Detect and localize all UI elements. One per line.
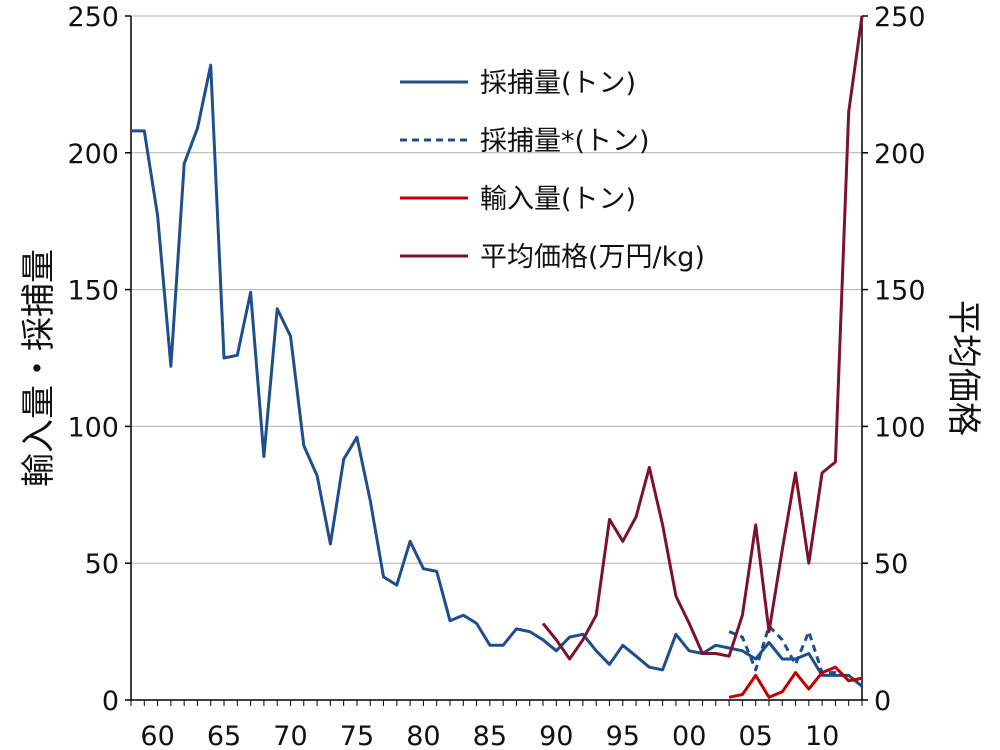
x-tick-label-4: 80 <box>406 721 440 750</box>
x-tick-label-8: 00 <box>672 721 706 750</box>
y-left-tick-label-1: 50 <box>85 549 119 580</box>
legend: 採捕量(トン) 採捕量*(トン) 輸入量(トン) 平均価格(万円/kg) <box>400 68 705 273</box>
x-tick-label-7: 95 <box>606 721 640 750</box>
y-left-tick-label-5: 250 <box>67 2 119 33</box>
series-line-3 <box>541 15 864 661</box>
legend-label-1: 採捕量*(トン) <box>480 126 650 157</box>
legend-label-2: 輸入量(トン) <box>480 184 636 215</box>
legend-label-3: 平均価格(万円/kg) <box>480 242 705 273</box>
y-left-tick-label-2: 100 <box>67 412 119 443</box>
series-line-2 <box>728 665 863 699</box>
x-tick-label-0: 60 <box>140 721 174 750</box>
y-left-tick-label-0: 0 <box>102 686 119 717</box>
y-right-tick-label-0: 0 <box>874 686 891 717</box>
y-axis-left-title: 輸入量・採捕量 <box>19 249 59 487</box>
x-tick-label-5: 85 <box>473 721 507 750</box>
y-left-tick-label-4: 200 <box>67 139 119 170</box>
x-tick-label-9: 05 <box>738 721 772 750</box>
y-right-tick-label-4: 200 <box>874 139 926 170</box>
y-right-tick-label-3: 150 <box>874 276 926 307</box>
x-tick-label-6: 90 <box>539 721 573 750</box>
x-tick-label-10: 10 <box>805 721 839 750</box>
x-tick-label-3: 75 <box>340 721 374 750</box>
axes <box>125 15 868 706</box>
y-right-tick-label-2: 100 <box>874 412 926 443</box>
series-line-1 <box>728 624 863 685</box>
legend-label-0: 採捕量(トン) <box>480 68 636 99</box>
y-left-tick-label-3: 150 <box>67 276 119 307</box>
series-line-0 <box>131 63 863 688</box>
y-axis-right-title: 平均価格 <box>943 300 983 436</box>
x-tick-label-1: 65 <box>207 721 241 750</box>
y-right-tick-label-5: 250 <box>874 2 926 33</box>
y-right-tick-label-1: 50 <box>874 549 908 580</box>
series-lines <box>131 15 864 699</box>
x-tick-label-2: 70 <box>273 721 307 750</box>
gridlines <box>131 15 862 564</box>
